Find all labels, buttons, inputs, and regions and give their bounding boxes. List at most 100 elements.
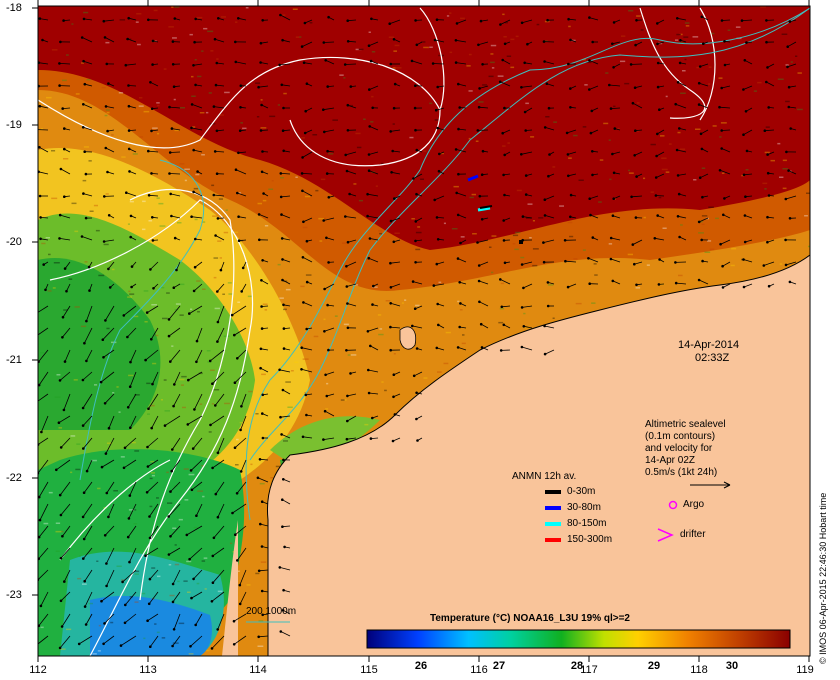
velocity-arrow-head	[679, 39, 682, 42]
velocity-arrow	[39, 105, 49, 109]
velocity-arrow-head	[232, 619, 236, 623]
drifter-symbol	[657, 528, 674, 542]
velocity-arrow-head	[305, 280, 309, 284]
velocity-arrow	[522, 305, 533, 308]
texture-speckle	[701, 167, 706, 169]
texture-speckle	[379, 328, 383, 330]
texture-speckle	[451, 228, 458, 230]
texture-speckle	[202, 288, 206, 290]
texture-speckle	[129, 293, 135, 295]
velocity-arrow	[106, 569, 115, 587]
velocity-arrow-head	[35, 401, 38, 404]
velocity-arrow-head	[241, 266, 245, 270]
velocity-arrow	[436, 107, 445, 111]
velocity-arrow-head	[609, 257, 613, 261]
velocity-arrow	[101, 591, 115, 602]
velocity-arrow	[217, 613, 225, 630]
velocity-arrow-head	[327, 348, 330, 352]
velocity-arrow-head	[500, 305, 504, 309]
velocity-arrow-head	[458, 325, 462, 329]
texture-speckle	[552, 166, 556, 168]
velocity-arrow-head	[55, 468, 58, 472]
velocity-arrow	[217, 283, 225, 292]
velocity-arrow-head	[124, 603, 127, 607]
texture-speckle	[227, 282, 232, 284]
texture-speckle	[55, 550, 60, 552]
texture-speckle	[105, 41, 110, 44]
texture-speckle	[708, 66, 712, 68]
velocity-arrow-head	[788, 280, 792, 284]
texture-speckle	[128, 509, 135, 511]
velocity-arrow	[82, 547, 93, 559]
texture-speckle	[643, 177, 646, 180]
texture-speckle	[524, 326, 531, 329]
velocity-arrow-head	[390, 171, 393, 174]
x-tick-label: 117	[580, 664, 598, 676]
texture-speckle	[134, 450, 140, 452]
texture-speckle	[603, 122, 609, 125]
velocity-arrow-head	[633, 154, 636, 157]
velocity-arrow-head	[262, 192, 265, 195]
texture-speckle	[459, 309, 463, 311]
velocity-arrow-head	[436, 126, 440, 130]
velocity-arrow-head	[543, 198, 547, 201]
texture-speckle	[514, 248, 519, 251]
velocity-arrow-head	[742, 133, 745, 136]
velocity-arrow-head	[193, 265, 197, 269]
texture-speckle	[191, 75, 194, 78]
texture-speckle	[98, 624, 101, 627]
velocity-arrow	[217, 437, 225, 453]
velocity-arrow-head	[301, 255, 305, 259]
velocity-arrow	[193, 63, 203, 66]
velocity-arrow	[193, 283, 203, 292]
texture-speckle	[701, 215, 708, 217]
velocity-arrow-head	[189, 469, 193, 472]
velocity-arrow-head	[370, 17, 373, 21]
texture-speckle	[371, 286, 378, 288]
velocity-arrow	[60, 437, 71, 448]
velocity-arrow-head	[210, 600, 214, 603]
texture-speckle	[156, 631, 160, 634]
texture-speckle	[490, 61, 495, 64]
velocity-arrow-head	[261, 393, 265, 397]
velocity-arrow	[211, 591, 225, 602]
texture-speckle	[392, 123, 395, 125]
velocity-arrow	[456, 19, 467, 24]
texture-speckle	[174, 563, 180, 566]
texture-speckle	[152, 362, 157, 365]
texture-speckle	[277, 104, 280, 106]
velocity-arrow	[213, 194, 225, 197]
texture-speckle	[646, 264, 650, 266]
velocity-arrow-head	[214, 83, 218, 87]
velocity-arrow-head	[192, 289, 196, 293]
texture-speckle	[675, 39, 679, 41]
texture-speckle	[394, 44, 400, 47]
velocity-arrow	[146, 305, 159, 313]
velocity-arrow-head	[414, 261, 417, 264]
x-tick-label: 114	[249, 664, 267, 676]
velocity-arrow-head	[279, 415, 282, 419]
texture-speckle	[710, 32, 715, 35]
velocity-arrow-head	[591, 150, 594, 153]
texture-speckle	[394, 232, 400, 234]
texture-speckle	[81, 62, 84, 64]
velocity-arrow-head	[303, 131, 307, 135]
velocity-arrow-head	[546, 304, 550, 308]
texture-speckle	[55, 530, 62, 533]
velocity-arrow-head	[215, 61, 219, 65]
velocity-arrow	[698, 104, 709, 109]
texture-speckle	[164, 410, 170, 412]
x-tick-label: 118	[690, 664, 708, 676]
velocity-arrow-head	[458, 281, 462, 284]
velocity-arrow-head	[415, 417, 418, 421]
velocity-arrow-head	[674, 261, 677, 264]
texture-speckle	[80, 325, 87, 328]
velocity-arrow	[634, 261, 643, 265]
velocity-arrow-head	[44, 288, 47, 292]
velocity-arrow-head	[281, 609, 285, 612]
velocity-arrow	[676, 282, 687, 285]
velocity-arrow	[169, 349, 181, 362]
texture-speckle	[782, 187, 787, 190]
velocity-arrow	[369, 85, 379, 90]
velocity-arrow-head	[701, 195, 704, 199]
